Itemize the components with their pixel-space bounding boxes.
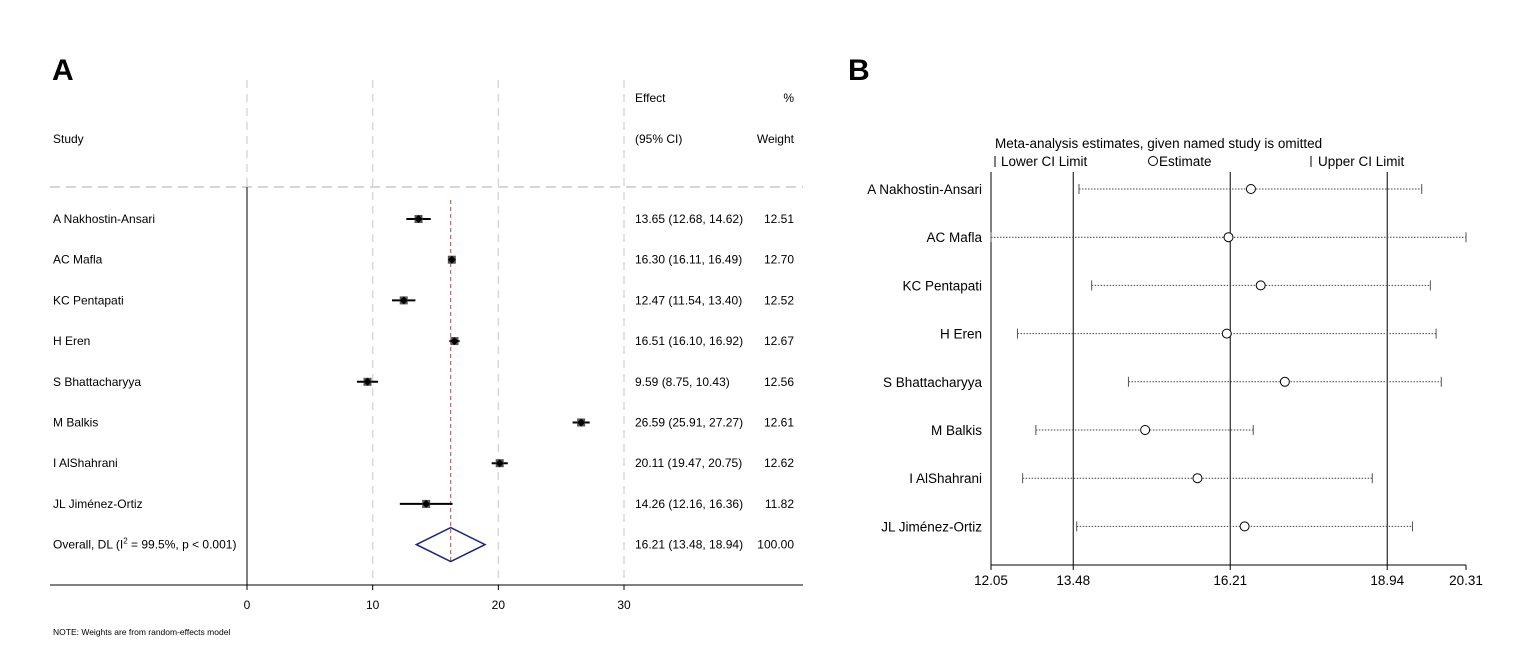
effect-ci-label: 9.59 (8.75, 10.43) [635,375,730,389]
header-study: Study [53,132,84,146]
study-name: I AlShahrani [909,471,982,486]
effect-ci-label: 16.51 (16.10, 16.92) [635,334,743,348]
legend-upper: Upper CI Limit [1318,154,1405,169]
forest-plot: 0 10 20 30 A Nakhostin-Ansari 13.65 (12.68, 1… [50,80,803,612]
estimate-marker [1245,184,1256,194]
x-tick-label: 18.94 [1370,573,1404,588]
effect-ci-label: 20.11 (19.47, 20.75) [635,456,742,470]
study-name: S Bhattacharyya [883,375,983,390]
effect-point [495,459,504,468]
sensitivity-plot: 12.05 13.48 16.21 18.94 20.31 A Nakhostin-Ans… [867,172,1483,588]
legend-lower: Lower CI Limit [1001,154,1088,169]
weight-label: 12.56 [764,375,794,389]
legend-estimate: Estimate [1159,154,1212,169]
overall-effect-label: 16.21 (13.48, 18.94) [635,538,743,552]
overall-label-sup: 2 [123,537,128,546]
x-tick-label: 20 [492,598,506,612]
x-tick-label: 16.21 [1213,573,1247,588]
estimate-marker [1140,425,1151,435]
footnote: NOTE: Weights are from random-effects mo… [53,627,230,637]
weight-label: 12.62 [764,456,794,470]
study-name: H Eren [940,327,982,342]
weight-label: 12.51 [764,212,794,226]
weight-label: 11.82 [765,497,794,511]
effect-point [363,377,372,386]
estimate-marker [1239,521,1250,532]
study-name: A Nakhostin-Ansari [867,182,982,197]
x-tick-label: 30 [617,598,631,612]
effect-ci-label: 13.65 (12.68, 14.62) [635,212,743,226]
estimate-marker [1221,328,1232,339]
study-name: I AlShahrani [53,456,118,470]
header-percent: % [783,91,794,105]
sensitivity-title: Meta-analysis estimates, given named stu… [995,136,1322,151]
header-ci: (95% CI) [635,132,682,146]
study-name: H Eren [53,334,90,348]
weight-label: 12.70 [764,253,794,267]
effect-point [399,296,408,305]
effect-point [450,337,459,346]
study-name: JL Jiménez-Ortiz [881,519,982,534]
weight-label: 12.61 [764,416,794,430]
effect-ci-label: 26.59 (25.91, 27.27) [635,416,743,430]
study-name: AC Mafla [926,230,982,245]
effect-point [447,255,456,264]
header-weight: Weight [757,132,795,146]
overall-label: Overall, DL (I2 = 99.5%, p < 0.001) [53,537,236,552]
study-name: KC Pentapati [902,278,982,293]
weight-label: 12.67 [764,334,794,348]
panel-b-label: B [848,54,870,87]
estimate-marker [1279,376,1290,387]
study-name: KC Pentapati [53,293,124,307]
effect-point [577,418,586,427]
weight-label: 12.52 [764,293,794,307]
estimate-marker [1223,232,1234,243]
effect-ci-label: 16.30 (16.11, 16.49) [635,253,742,267]
study-name: M Balkis [931,423,982,438]
overall-weight-label: 100.00 [757,538,794,552]
x-tick-label: 12.05 [974,573,1008,588]
study-name: S Bhattacharyya [53,375,141,389]
overall-label-prefix: Overall, DL (I [53,538,123,552]
study-name: M Balkis [53,416,98,430]
x-tick-label: 13.48 [1056,573,1090,588]
header-effect: Effect [635,91,666,105]
panel-a-label: A [52,54,74,87]
effect-ci-label: 14.26 (12.16, 16.36) [635,497,743,511]
overall-label-suffix: = 99.5%, p < 0.001) [128,538,237,552]
x-tick-label: 0 [244,598,251,612]
x-tick-label: 10 [366,598,380,612]
effect-ci-label: 12.47 (11.54, 13.40) [635,293,742,307]
legend-estimate-mark [1148,156,1158,166]
estimate-marker [1192,473,1203,484]
study-name: A Nakhostin-Ansari [53,212,155,226]
x-tick-label: 20.31 [1449,573,1483,588]
overall-diamond [414,526,487,563]
study-name: JL Jiménez-Ortiz [53,497,143,511]
study-name: AC Mafla [53,253,103,267]
estimate-marker [1255,280,1266,291]
effect-point [414,215,423,223]
effect-point [422,499,431,508]
